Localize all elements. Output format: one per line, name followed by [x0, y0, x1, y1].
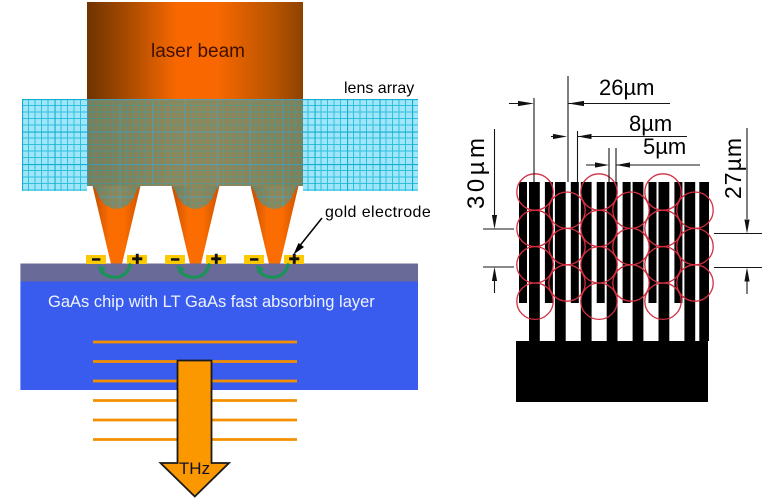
svg-text:30µm: 30µm: [463, 134, 490, 209]
svg-text:lens array: lens array: [344, 80, 414, 97]
svg-text:laser beam: laser beam: [151, 41, 245, 62]
svg-text:5µm: 5µm: [643, 134, 686, 159]
svg-text:26µm: 26µm: [599, 75, 654, 100]
svg-text:27µm: 27µm: [720, 137, 746, 199]
svg-text:gold electrode: gold electrode: [325, 204, 431, 221]
svg-text:THz: THz: [179, 459, 210, 478]
svg-text:GaAs chip with LT GaAs fast ab: GaAs chip with LT GaAs fast absorbing la…: [48, 293, 375, 311]
svg-text:8µm: 8µm: [629, 111, 672, 136]
